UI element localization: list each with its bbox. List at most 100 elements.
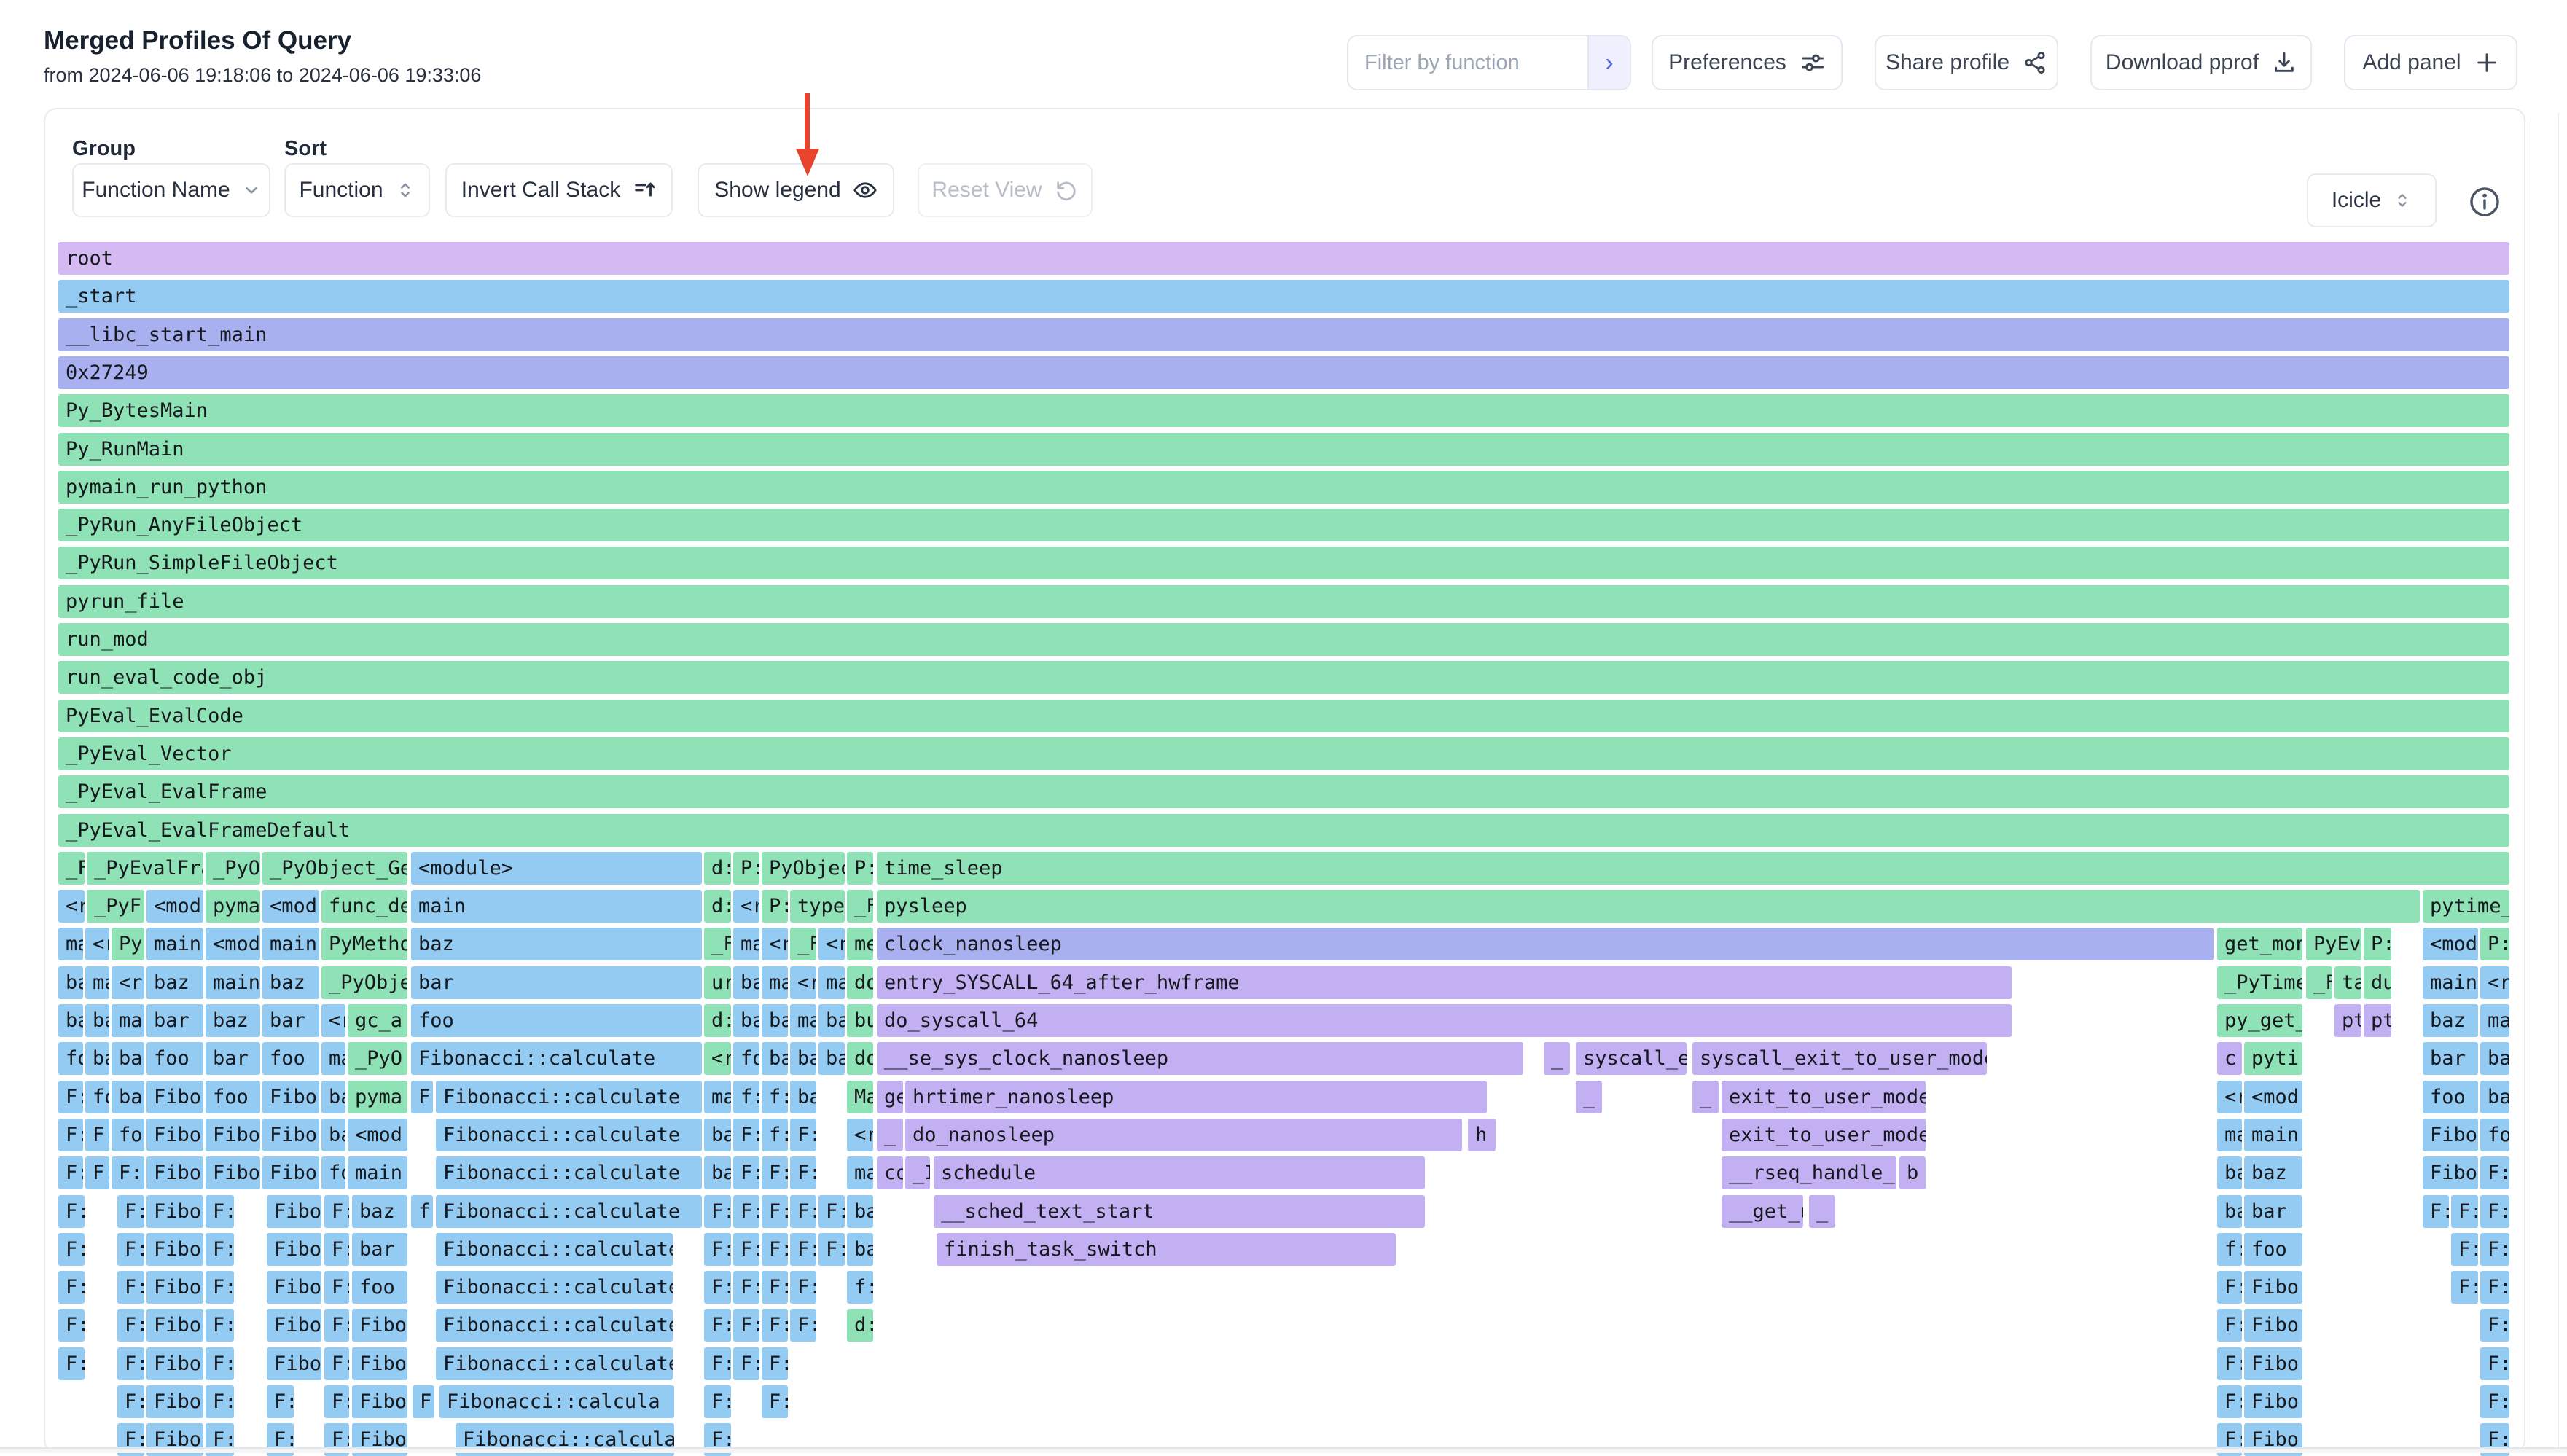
flame-cell[interactable]: F: bbox=[704, 1347, 731, 1380]
flame-cell[interactable]: F: bbox=[58, 1271, 85, 1304]
flame-cell[interactable]: F: bbox=[762, 1233, 788, 1266]
flame-cell[interactable]: ma bbox=[112, 1004, 144, 1037]
flame-cell[interactable]: <r bbox=[58, 890, 85, 923]
flame-cell[interactable]: _ bbox=[1544, 1042, 1570, 1075]
flame-cell[interactable]: co bbox=[877, 1156, 903, 1189]
flame-cell[interactable]: F: bbox=[762, 1156, 788, 1189]
flame-cell[interactable]: F: bbox=[2217, 1271, 2242, 1304]
flame-cell[interactable]: Fibonacci::calculate bbox=[436, 1156, 702, 1189]
flame-cell[interactable]: baz bbox=[352, 1195, 407, 1228]
flame-cell[interactable]: Fibo bbox=[262, 1081, 319, 1113]
flame-cell[interactable]: do_nanosleep bbox=[905, 1119, 1462, 1151]
flame-cell[interactable]: ba bbox=[112, 1081, 144, 1113]
flame-cell[interactable]: Fibo bbox=[146, 1233, 203, 1266]
flame-cell[interactable]: baz bbox=[2244, 1156, 2302, 1189]
flame-cell[interactable]: F: bbox=[2423, 1195, 2449, 1228]
flame-cell[interactable]: ba bbox=[847, 1233, 873, 1266]
flame-cell[interactable]: finish_task_switch bbox=[937, 1233, 1396, 1266]
flame-cell[interactable]: <r bbox=[704, 1042, 731, 1075]
preferences-button[interactable]: Preferences bbox=[1652, 35, 1843, 90]
flame-cell[interactable]: d: bbox=[704, 852, 731, 885]
flame-cell[interactable]: foo bbox=[411, 1004, 702, 1037]
flame-cell[interactable]: <mod bbox=[348, 1119, 407, 1151]
flame-cell[interactable]: <mod bbox=[262, 890, 319, 923]
flame-cell[interactable]: F: bbox=[206, 1195, 234, 1228]
share-profile-button[interactable]: Share profile bbox=[1875, 35, 2058, 90]
flame-cell[interactable]: bar bbox=[352, 1233, 407, 1266]
filter-by-function-field[interactable]: › bbox=[1347, 35, 1631, 90]
flame-cell[interactable]: F: bbox=[206, 1309, 234, 1342]
flame-cell[interactable]: ba bbox=[85, 1042, 109, 1075]
flame-cell[interactable]: ma bbox=[733, 928, 759, 960]
flame-cell[interactable]: bu bbox=[847, 1004, 873, 1037]
flame-cell[interactable]: _PyEvalFra bbox=[87, 852, 203, 885]
flame-cell[interactable]: c bbox=[2217, 1042, 2242, 1075]
flame-cell[interactable]: F: bbox=[324, 1233, 349, 1266]
flame-cell[interactable]: _PyObje bbox=[321, 966, 407, 999]
flame-cell[interactable]: foo bbox=[2244, 1233, 2302, 1266]
flame-cell[interactable]: <r bbox=[2217, 1081, 2242, 1113]
flame-cell[interactable]: F: bbox=[2480, 1195, 2509, 1228]
flame-cell[interactable]: Fibo bbox=[352, 1309, 407, 1342]
flame-cell[interactable]: <r bbox=[733, 890, 759, 923]
flame-cell[interactable]: ba bbox=[321, 1119, 345, 1151]
flame-cell[interactable]: Fibo bbox=[267, 1309, 321, 1342]
flame-cell[interactable]: main bbox=[262, 928, 319, 960]
flame-cell[interactable]: f: bbox=[2217, 1233, 2242, 1266]
flame-cell[interactable]: ba bbox=[790, 1042, 816, 1075]
flame-cell[interactable]: F: bbox=[324, 1195, 349, 1228]
flame-cell[interactable]: Fibo bbox=[352, 1385, 407, 1418]
flame-cell[interactable]: ba bbox=[321, 1081, 345, 1113]
flame-cell[interactable]: hrtimer_nanosleep bbox=[905, 1081, 1487, 1113]
flame-cell[interactable]: _PyO bbox=[348, 1042, 407, 1075]
flame-cell[interactable]: ma bbox=[790, 1004, 816, 1037]
invert-call-stack-button[interactable]: Invert Call Stack bbox=[445, 163, 673, 217]
flame-cell[interactable]: Fibo bbox=[2244, 1271, 2302, 1304]
flame-cell[interactable]: F: bbox=[2451, 1195, 2478, 1228]
sort-select[interactable]: Function bbox=[284, 163, 430, 217]
view-type-select[interactable]: Icicle bbox=[2307, 173, 2437, 227]
flame-cell[interactable]: ba bbox=[58, 966, 83, 999]
flame-cell[interactable]: Fibo bbox=[146, 1347, 203, 1380]
flame-cell[interactable]: Fibonacci::calculate bbox=[436, 1347, 673, 1380]
flame-cell[interactable]: Fibo bbox=[146, 1156, 203, 1189]
flame-cell[interactable]: <r bbox=[2480, 966, 2509, 999]
flame-cell[interactable]: Fibonacci::calculate bbox=[436, 1195, 702, 1228]
flame-cell[interactable]: ba bbox=[2217, 1156, 2242, 1189]
flame-cell[interactable]: F: bbox=[324, 1385, 349, 1418]
flame-cell[interactable]: F: bbox=[206, 1385, 234, 1418]
flame-cell[interactable]: _I bbox=[905, 1156, 930, 1189]
flame-cell[interactable]: run_mod bbox=[58, 623, 2509, 656]
flame-cell[interactable]: baz bbox=[2423, 1004, 2478, 1037]
info-icon[interactable] bbox=[2468, 185, 2501, 219]
flame-cell[interactable]: bar bbox=[262, 1004, 319, 1037]
flame-cell[interactable]: __libc_start_main bbox=[58, 318, 2509, 351]
flame-cell[interactable]: pymain_run_python bbox=[58, 471, 2509, 504]
flame-cell[interactable]: _PyEval_Vector bbox=[58, 737, 2509, 770]
flame-cell[interactable]: ma bbox=[762, 966, 788, 999]
flame-cell[interactable]: Fibo bbox=[267, 1347, 321, 1380]
flame-cell[interactable]: ba bbox=[762, 1042, 788, 1075]
flame-cell[interactable]: F: bbox=[733, 1195, 759, 1228]
flame-cell[interactable]: F: bbox=[2480, 1347, 2509, 1380]
flame-cell[interactable]: F: bbox=[2480, 1385, 2509, 1418]
flame-cell[interactable]: F: bbox=[733, 1119, 759, 1151]
flame-cell[interactable]: F: bbox=[2217, 1309, 2242, 1342]
flame-cell[interactable]: Fibo bbox=[2244, 1347, 2302, 1380]
flame-cell[interactable]: F: bbox=[790, 1309, 816, 1342]
flame-cell[interactable]: ta bbox=[2334, 966, 2361, 999]
flame-cell[interactable]: F: bbox=[818, 1195, 845, 1228]
flame-cell[interactable]: Fibonacci::calculate bbox=[436, 1271, 673, 1304]
flame-cell[interactable]: foo bbox=[2423, 1081, 2478, 1113]
flame-cell[interactable]: main bbox=[2244, 1119, 2302, 1151]
flame-cell[interactable]: __se_sys_clock_nanosleep bbox=[877, 1042, 1523, 1075]
flame-cell[interactable]: bar bbox=[2244, 1195, 2302, 1228]
flame-cell[interactable]: _PyF bbox=[87, 890, 144, 923]
flame-cell[interactable]: foo bbox=[262, 1042, 319, 1075]
flame-cell[interactable]: F: bbox=[704, 1309, 731, 1342]
flame-cell[interactable]: F: bbox=[704, 1195, 731, 1228]
flame-cell[interactable]: Fibo bbox=[146, 1309, 203, 1342]
flame-cell[interactable]: F: bbox=[790, 1119, 816, 1151]
flame-cell[interactable]: ma bbox=[818, 966, 845, 999]
flame-cell[interactable]: f: bbox=[762, 1119, 788, 1151]
